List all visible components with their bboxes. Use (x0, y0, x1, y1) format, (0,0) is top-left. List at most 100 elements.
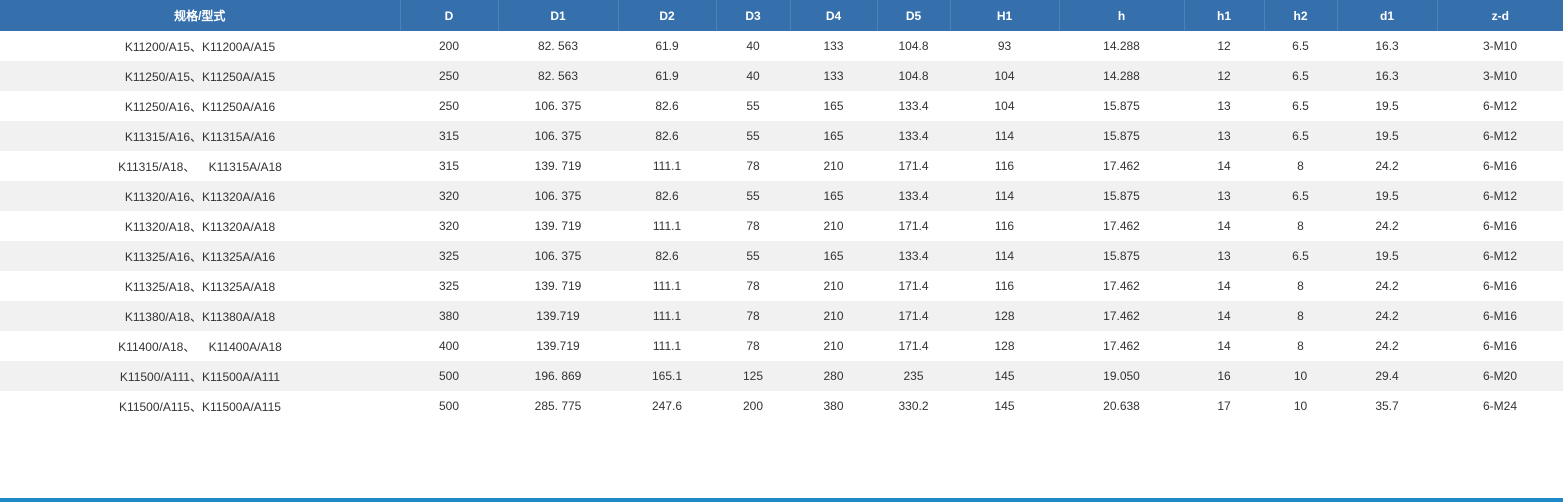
value-cell: 133 (790, 61, 877, 91)
value-cell: 6.5 (1264, 121, 1337, 151)
model-cell: K11500/A111、K11500A/A111 (0, 361, 400, 391)
value-cell: 210 (790, 301, 877, 331)
table-row: K11200/A15、K11200A/A15 200 82. 563 61.9 40 13… (0, 31, 1563, 61)
table-row: K11325/A18、K11325A/A18 325 139. 719 111.1 78… (0, 271, 1563, 301)
value-cell: 82.6 (618, 121, 716, 151)
value-cell: 6-M16 (1437, 331, 1563, 361)
model-cell: K11325/A16、K11325A/A16 (0, 241, 400, 271)
value-cell: 145 (950, 361, 1059, 391)
model-cell: K11315/A18、 K11315A/A18 (0, 151, 400, 181)
value-cell: 24.2 (1337, 211, 1437, 241)
value-cell: 16.3 (1337, 61, 1437, 91)
value-cell: 13 (1184, 121, 1264, 151)
value-cell: 17.462 (1059, 331, 1184, 361)
value-cell: 196. 869 (498, 361, 618, 391)
value-cell: 320 (400, 181, 498, 211)
column-header: D4 (790, 0, 878, 31)
value-cell: 6-M16 (1437, 301, 1563, 331)
column-header: h2 (1264, 0, 1338, 31)
value-cell: 104.8 (877, 31, 950, 61)
value-cell: 171.4 (877, 301, 950, 331)
value-cell: 139. 719 (498, 271, 618, 301)
table-row: K11380/A18、K11380A/A18 380 139.719 111.1 78 2… (0, 301, 1563, 331)
value-cell: 116 (950, 211, 1059, 241)
value-cell: 6-M12 (1437, 121, 1563, 151)
value-cell: 14 (1184, 301, 1264, 331)
value-cell: 106. 375 (498, 91, 618, 121)
column-header: 规格/型式 (0, 0, 401, 31)
column-header: D2 (618, 0, 717, 31)
value-cell: 82.6 (618, 91, 716, 121)
value-cell: 82. 563 (498, 31, 618, 61)
value-cell: 133 (790, 31, 877, 61)
value-cell: 6-M12 (1437, 181, 1563, 211)
value-cell: 16.3 (1337, 31, 1437, 61)
value-cell: 78 (716, 271, 790, 301)
value-cell: 14 (1184, 151, 1264, 181)
value-cell: 111.1 (618, 211, 716, 241)
value-cell: 6.5 (1264, 31, 1337, 61)
table-body: K11200/A15、K11200A/A15 200 82. 563 61.9 40 13… (0, 31, 1563, 421)
value-cell: 55 (716, 121, 790, 151)
value-cell: 29.4 (1337, 361, 1437, 391)
value-cell: 104 (950, 91, 1059, 121)
bottom-accent-bar (0, 498, 1563, 502)
value-cell: 210 (790, 331, 877, 361)
value-cell: 6-M24 (1437, 391, 1563, 421)
table-row: K11315/A16、K11315A/A16 315 106. 375 82.6 55 1… (0, 121, 1563, 151)
value-cell: 380 (400, 301, 498, 331)
value-cell: 8 (1264, 211, 1337, 241)
value-cell: 14 (1184, 271, 1264, 301)
value-cell: 111.1 (618, 151, 716, 181)
value-cell: 116 (950, 271, 1059, 301)
value-cell: 82.6 (618, 241, 716, 271)
value-cell: 6-M20 (1437, 361, 1563, 391)
model-cell: K11250/A16、K11250A/A16 (0, 91, 400, 121)
value-cell: 19.050 (1059, 361, 1184, 391)
value-cell: 114 (950, 121, 1059, 151)
value-cell: 40 (716, 61, 790, 91)
value-cell: 6-M12 (1437, 91, 1563, 121)
value-cell: 171.4 (877, 271, 950, 301)
value-cell: 61.9 (618, 61, 716, 91)
value-cell: 500 (400, 391, 498, 421)
model-cell: K11500/A115、K11500A/A115 (0, 391, 400, 421)
value-cell: 17.462 (1059, 271, 1184, 301)
value-cell: 24.2 (1337, 301, 1437, 331)
value-cell: 6.5 (1264, 91, 1337, 121)
column-header: D3 (716, 0, 791, 31)
value-cell: 165 (790, 181, 877, 211)
value-cell: 8 (1264, 151, 1337, 181)
value-cell: 247.6 (618, 391, 716, 421)
value-cell: 19.5 (1337, 91, 1437, 121)
value-cell: 19.5 (1337, 241, 1437, 271)
value-cell: 24.2 (1337, 151, 1437, 181)
value-cell: 165.1 (618, 361, 716, 391)
value-cell: 10 (1264, 391, 1337, 421)
value-cell: 106. 375 (498, 181, 618, 211)
model-cell: K11250/A15、K11250A/A15 (0, 61, 400, 91)
value-cell: 111.1 (618, 331, 716, 361)
value-cell: 55 (716, 241, 790, 271)
value-cell: 17 (1184, 391, 1264, 421)
value-cell: 139.719 (498, 331, 618, 361)
value-cell: 133.4 (877, 91, 950, 121)
value-cell: 61.9 (618, 31, 716, 61)
value-cell: 500 (400, 361, 498, 391)
value-cell: 116 (950, 151, 1059, 181)
column-header: D5 (877, 0, 951, 31)
value-cell: 114 (950, 241, 1059, 271)
column-header: z-d (1437, 0, 1563, 31)
value-cell: 24.2 (1337, 331, 1437, 361)
table-row: K11500/A115、K11500A/A115 500 285. 775 247.6… (0, 391, 1563, 421)
value-cell: 93 (950, 31, 1059, 61)
model-cell: K11320/A18、K11320A/A18 (0, 211, 400, 241)
value-cell: 133.4 (877, 241, 950, 271)
value-cell: 55 (716, 91, 790, 121)
header-row: 规格/型式 D D1 D2 D3 D4 D5 H1 h h1 h2 d1 z-d (0, 0, 1563, 31)
value-cell: 330.2 (877, 391, 950, 421)
table-header: 规格/型式 D D1 D2 D3 D4 D5 H1 h h1 h2 d1 z-d (0, 0, 1563, 31)
value-cell: 325 (400, 241, 498, 271)
value-cell: 12 (1184, 31, 1264, 61)
model-cell: K11400/A18、 K11400A/A18 (0, 331, 400, 361)
